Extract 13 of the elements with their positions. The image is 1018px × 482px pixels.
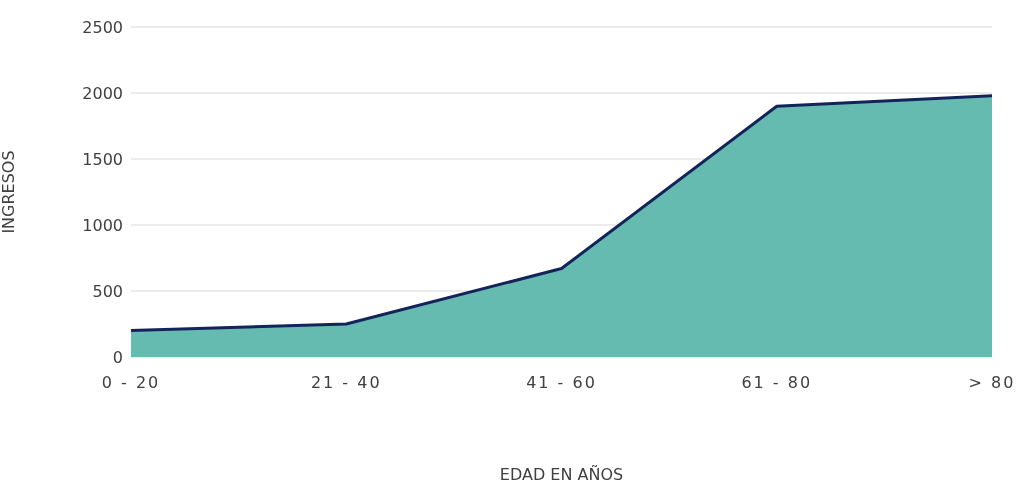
x-tick-label: 61 - 80 (741, 373, 813, 393)
y-tick-label: 2000 (82, 83, 123, 103)
y-tick-label: 1500 (82, 149, 123, 169)
y-tick-label: 0 (112, 347, 123, 367)
y-tick-label: 1000 (82, 215, 123, 235)
y-axis-title: INGRESOS (0, 150, 18, 234)
x-axis-title: EDAD EN AÑOS (499, 465, 624, 482)
x-tick-label: 0 - 20 (101, 373, 161, 393)
y-tick-label: 2500 (82, 17, 123, 37)
x-tick-label: 41 - 60 (526, 373, 597, 393)
x-tick-label: > 80 (968, 373, 1016, 393)
x-tick-label: 21 - 40 (310, 373, 382, 393)
y-tick-label: 500 (92, 281, 123, 301)
